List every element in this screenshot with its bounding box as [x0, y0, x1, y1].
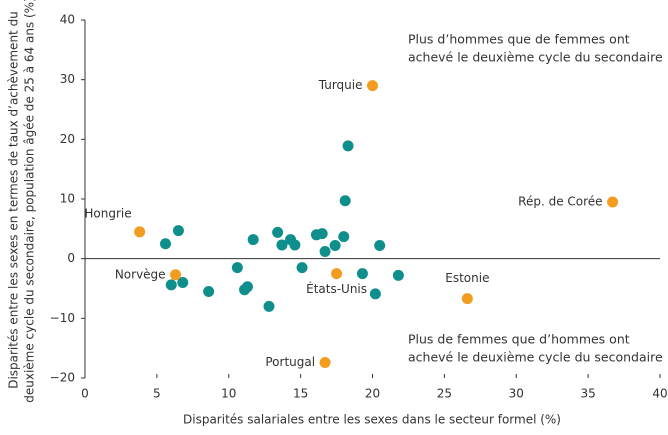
point — [296, 262, 308, 274]
point — [319, 246, 331, 258]
point — [329, 240, 341, 252]
point-label: Norvège — [115, 267, 166, 281]
point-label: Turquie — [318, 78, 363, 92]
y-tick-label: 40 — [60, 13, 75, 27]
point — [374, 240, 386, 252]
point — [247, 234, 259, 246]
point — [461, 293, 473, 305]
point — [203, 285, 215, 297]
x-tick-label: 0 — [81, 387, 89, 401]
point-label: Estonie — [445, 271, 489, 285]
point — [134, 226, 146, 238]
x-tick-label: 35 — [580, 387, 595, 401]
point — [367, 80, 378, 92]
point — [160, 238, 171, 250]
point — [369, 288, 381, 300]
point — [339, 195, 351, 207]
point — [170, 269, 182, 281]
y-tick-label: −20 — [50, 371, 75, 385]
x-tick-label: 25 — [437, 387, 452, 401]
x-tick-label: 40 — [652, 387, 667, 401]
x-axis-label: Disparités salariales entre les sexes da… — [183, 413, 561, 427]
point — [289, 239, 301, 251]
point — [276, 239, 288, 251]
y-axis-label: Disparités entre les sexes en termes de … — [7, 11, 21, 389]
point — [319, 356, 331, 368]
point — [356, 268, 368, 280]
annotation: Plus de femmes que d’hommes ont — [408, 332, 630, 347]
y-tick-label: 0 — [67, 251, 75, 265]
y-tick-label: −10 — [50, 311, 75, 325]
point — [316, 228, 328, 240]
point — [342, 140, 354, 152]
point-label: Hongrie — [84, 206, 131, 220]
point — [392, 269, 404, 281]
point — [272, 226, 284, 238]
point — [165, 279, 177, 291]
point — [177, 277, 189, 289]
point — [231, 262, 243, 274]
x-tick-label: 10 — [221, 387, 236, 401]
point-label: États-Unis — [306, 281, 367, 296]
x-tick-label: 15 — [293, 387, 308, 401]
y-tick-label: 30 — [60, 72, 75, 86]
point-label: Portugal — [265, 355, 315, 369]
point — [241, 281, 253, 293]
annotation: achevé le deuxième cycle du secondaire — [408, 350, 663, 365]
x-tick-label: 30 — [509, 387, 524, 401]
y-tick-label: 10 — [60, 192, 75, 206]
y-axis-label: deuxième cycle du secondaire, population… — [23, 0, 37, 403]
annotation: Plus d’hommes que de femmes ont — [408, 32, 630, 47]
annotation: achevé le deuxième cycle du secondaire — [408, 50, 663, 65]
x-tick-label: 5 — [153, 387, 161, 401]
y-tick-label: 20 — [60, 132, 75, 146]
point — [607, 196, 619, 208]
point — [172, 225, 184, 237]
point — [331, 268, 343, 280]
point — [338, 231, 350, 243]
x-tick-label: 20 — [365, 387, 380, 401]
point — [263, 300, 275, 312]
point-label: Rép. de Corée — [518, 194, 602, 208]
